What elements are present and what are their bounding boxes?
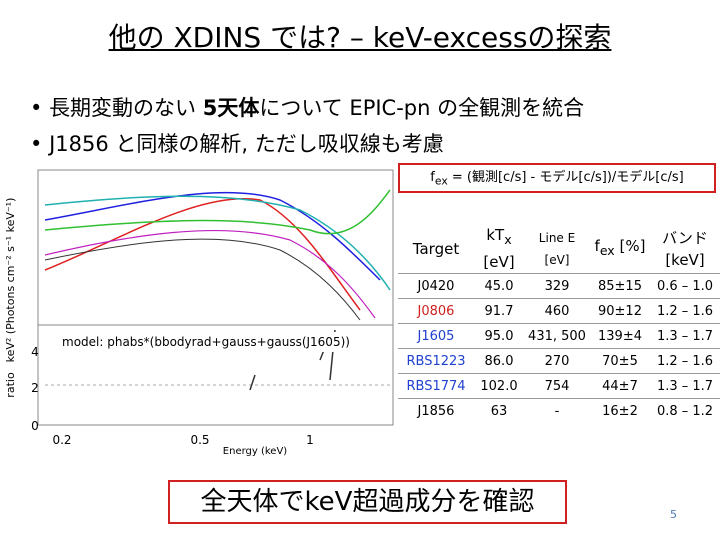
formula-box: fex = (観測[c/s] - モデル[c/s])/モデル[c/s]	[398, 163, 716, 193]
table-cell: -	[554, 403, 560, 419]
formula-sub: ex	[434, 174, 448, 188]
page-number: 5	[670, 508, 677, 521]
table-cell: J1856	[417, 403, 455, 419]
ratio-tick-label: 4	[31, 345, 39, 359]
header-text: kT	[486, 226, 505, 244]
table-row: RBS1774 102.0 754 44±7 1.3 – 1.7	[398, 373, 720, 399]
table-row: RBS1223 86.0 270 70±5 1.2 – 1.6	[398, 348, 720, 374]
table-cell: 1.2 – 1.6	[656, 353, 714, 369]
table-cell: 460	[544, 303, 570, 319]
table-cell: 91.7	[484, 303, 514, 319]
spectrum-curve	[44, 189, 391, 235]
table-cell: 102.0	[480, 378, 518, 394]
ratio-tick-label: 2	[31, 381, 39, 395]
header-unit: [eV]	[483, 253, 515, 271]
table-cell: 85±15	[598, 278, 642, 294]
slide-title: 他の XDINS では? – keV-excessの探索	[0, 16, 720, 56]
table-cell: RBS1223	[406, 353, 466, 369]
header-sub: ex	[599, 243, 615, 258]
table-row: J1856 63 - 16±2 0.8 – 1.2	[398, 398, 720, 424]
ratio-tick-label: 0	[31, 419, 39, 433]
table-cell: 0.6 – 1.0	[656, 278, 714, 294]
table-cell: 1.3 – 1.7	[656, 378, 714, 394]
table-row: J1605 95.0 431, 500 139±4 1.3 – 1.7	[398, 323, 720, 349]
table-cell: 63	[490, 403, 508, 419]
bullet-text: について EPIC-pn の全観測を統合	[259, 96, 585, 120]
table-cell: J0806	[417, 303, 455, 319]
header-cell: fex [%]	[590, 224, 650, 274]
bullet: • 長期変動のない 5天体について EPIC-pn の全観測を統合	[30, 96, 585, 120]
header-cell: Line E [eV]	[524, 224, 590, 274]
table-cell: 754	[544, 378, 570, 394]
header-cell: kTx [eV]	[474, 224, 524, 274]
table-cell: 431, 500	[528, 328, 586, 344]
table-cell: 95.0	[484, 328, 514, 344]
table-cell: 44±7	[602, 378, 638, 394]
bullet-text: J1856 と同様の解析, ただし吸収線も考慮	[49, 132, 444, 156]
plot-frame	[37, 169, 394, 426]
spectrum-figure: keV² (Photons cm⁻² s⁻¹ keV⁻¹) ratio 4 2 …	[4, 169, 394, 457]
title-text: 他の XDINS では? – keV-excessの探索	[108, 21, 612, 54]
x-tick-label: 0.5	[190, 433, 209, 447]
header-unit: [eV]	[544, 252, 570, 267]
conclusion-box: 全天体でkeV超過成分を確認	[168, 480, 567, 524]
header-unit: [keV]	[665, 250, 705, 269]
header-cell: バンド [keV]	[650, 224, 720, 274]
header-text: Line E	[538, 230, 576, 245]
table-cell: 0.8 – 1.2	[656, 403, 714, 419]
model-label: model: phabs*(bbodyrad+gauss+gauss(J1605…	[62, 335, 350, 349]
model-label-bg	[58, 332, 356, 352]
table-cell: 1.3 – 1.7	[656, 328, 714, 344]
table-cell: 270	[544, 353, 570, 369]
table-cell: J0420	[417, 278, 455, 294]
spectrum-curve	[44, 238, 361, 321]
table-cell: J1605	[417, 328, 455, 344]
table-cell: 139±4	[598, 328, 642, 344]
table-cell: RBS1774	[406, 378, 466, 394]
x-tick-label: 0.2	[52, 433, 71, 447]
table-row: J0806 91.7 460 90±12 1.2 – 1.6	[398, 298, 720, 324]
table-cell: 1.2 – 1.6	[656, 303, 714, 319]
table-cell: 90±12	[598, 303, 642, 319]
table-row: J0420 45.0 329 85±15 0.6 – 1.0	[398, 273, 720, 299]
table-cell: 45.0	[484, 278, 514, 294]
header-text: バンド	[662, 228, 708, 247]
table-cell: 16±2	[602, 403, 638, 419]
ratio-axis-label: ratio	[4, 372, 17, 398]
header-text: Target	[412, 239, 460, 258]
bullet-text: 長期変動のない	[49, 96, 203, 120]
table-cell: 329	[544, 278, 570, 294]
x-tick-label: 1	[306, 433, 314, 447]
header-sub: x	[504, 232, 512, 247]
result-table: Target kTx [eV] Line E [eV] fex [%] バンド [keV] J0…	[398, 224, 720, 423]
header-text: [%]	[614, 237, 646, 255]
spectrum-curve	[44, 229, 376, 319]
bullet-bold: 5天体	[202, 96, 260, 120]
formula-text: f	[430, 170, 435, 185]
spectrum-curve	[44, 195, 391, 291]
header-cell: Target	[398, 224, 474, 274]
spectrum-curve	[44, 191, 381, 281]
table-cell: 70±5	[602, 353, 638, 369]
x-axis-label: Energy (keV)	[223, 446, 288, 457]
header-row: Target kTx [eV] Line E [eV] fex [%] バンド [keV]	[398, 224, 720, 274]
header-text: f	[594, 237, 600, 255]
formula-text: = (観測[c/s] - モデル[c/s])/モデル[c/s]	[447, 170, 684, 185]
bullet: • J1856 と同様の解析, ただし吸収線も考慮	[30, 132, 444, 156]
table-cell: 86.0	[484, 353, 514, 369]
y-axis-label: keV² (Photons cm⁻² s⁻¹ keV⁻¹)	[4, 198, 17, 363]
